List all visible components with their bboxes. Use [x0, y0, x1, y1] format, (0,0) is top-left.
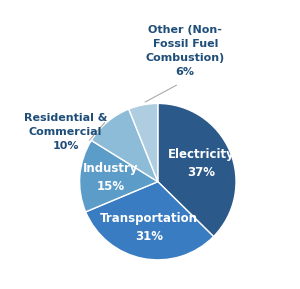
Text: Industry
15%: Industry 15%	[83, 162, 139, 193]
Wedge shape	[92, 109, 158, 182]
Text: Electricity
37%: Electricity 37%	[168, 148, 235, 179]
Wedge shape	[80, 140, 158, 212]
Wedge shape	[86, 182, 214, 260]
Wedge shape	[129, 103, 158, 182]
Text: Transportation
31%: Transportation 31%	[100, 212, 198, 243]
Text: Residential &
Commercial
10%: Residential & Commercial 10%	[24, 113, 107, 151]
Text: Other (Non-
Fossil Fuel
Combustion)
6%: Other (Non- Fossil Fuel Combustion) 6%	[146, 25, 225, 77]
Wedge shape	[158, 103, 236, 236]
